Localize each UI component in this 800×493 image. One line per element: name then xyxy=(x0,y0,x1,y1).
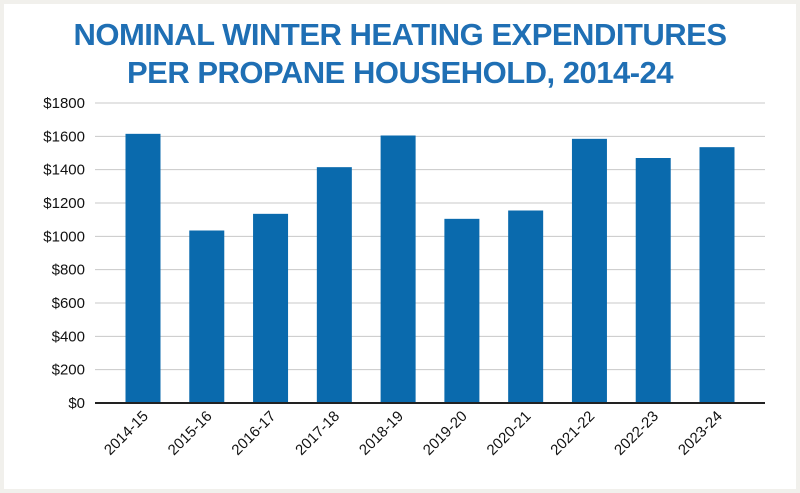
x-tick-label: 2017-18 xyxy=(292,408,343,459)
y-tick-label: $1000 xyxy=(43,228,85,245)
bar-2019-20 xyxy=(444,218,480,403)
chart-title-line-1: NOMINAL WINTER HEATING EXPENDITURES xyxy=(73,17,727,52)
bar-2022-23 xyxy=(635,158,671,403)
y-tick-label: $1400 xyxy=(43,162,85,179)
x-tick-label: 2019-20 xyxy=(420,408,471,459)
bar-2014-15 xyxy=(125,133,161,404)
x-tick-label: 2021-22 xyxy=(547,408,598,459)
y-tick-label: $800 xyxy=(52,262,85,279)
y-tick-label: $0 xyxy=(68,395,85,412)
y-tick-label: $1200 xyxy=(43,195,85,212)
x-tick-label: 2016-17 xyxy=(228,408,279,459)
x-tick-label: 2023-24 xyxy=(675,408,726,459)
bar-2023-24 xyxy=(699,147,735,403)
x-tick-label: 2014-15 xyxy=(101,408,152,459)
y-tick-label: $200 xyxy=(52,362,85,379)
x-tick-label: 2022-23 xyxy=(611,408,662,459)
bar-2020-21 xyxy=(508,210,544,403)
bar-2021-22 xyxy=(571,138,607,404)
y-tick-label: $400 xyxy=(52,328,85,345)
chart-title-line-2: PER PROPANE HOUSEHOLD, 2014-24 xyxy=(126,55,674,90)
bar-2017-18 xyxy=(316,167,352,403)
y-tick-label: $600 xyxy=(52,295,85,312)
chart-title: NOMINAL WINTER HEATING EXPENDITURES PER … xyxy=(0,16,800,92)
y-tick-label: $1800 xyxy=(43,95,85,112)
x-tick-label: 2020-21 xyxy=(484,408,535,459)
x-tick-label: 2015-16 xyxy=(165,408,216,459)
bar-2018-19 xyxy=(380,135,416,403)
y-tick-label: $1600 xyxy=(43,128,85,145)
bar-2016-17 xyxy=(253,213,289,403)
bar-2015-16 xyxy=(189,230,225,403)
x-tick-label: 2018-19 xyxy=(356,408,407,459)
